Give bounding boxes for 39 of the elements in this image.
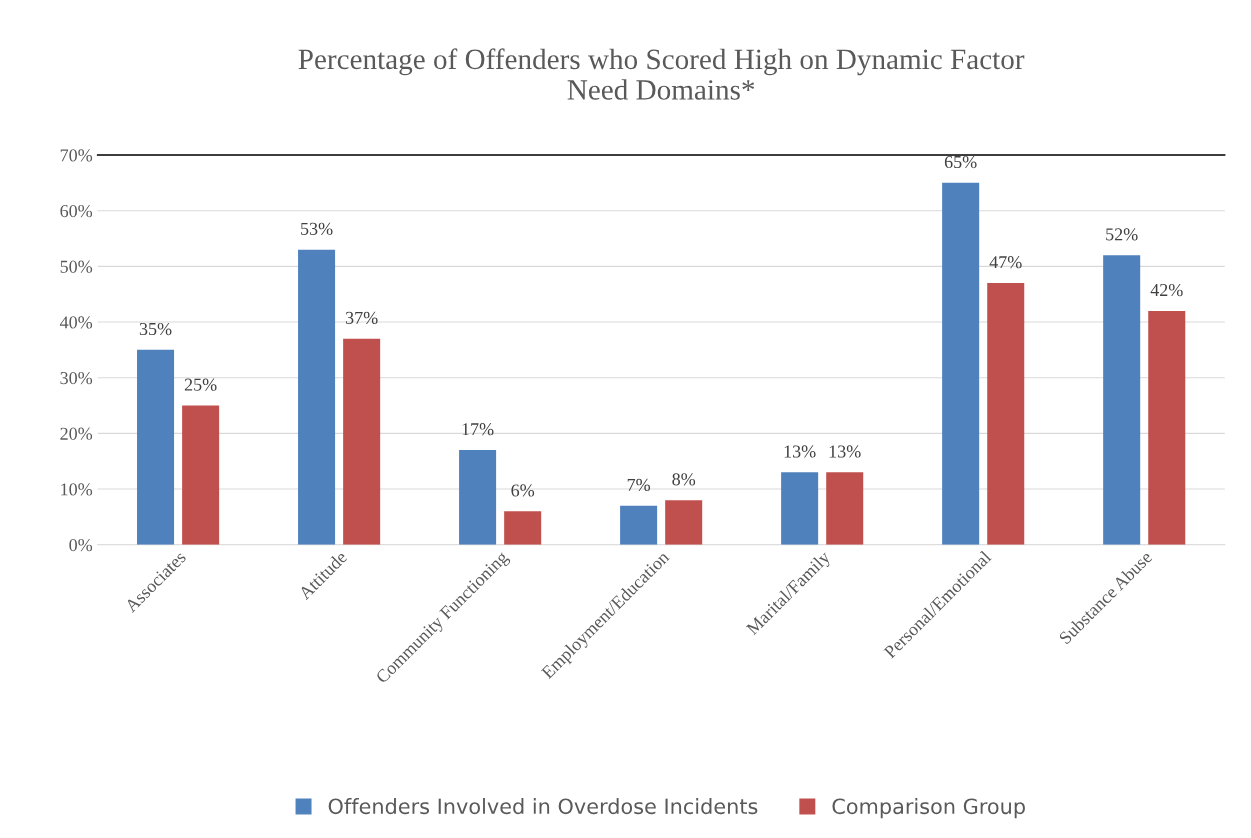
data-label: 35%	[139, 322, 172, 336]
data-label: 65%	[944, 155, 977, 169]
data-label: 42%	[1150, 283, 1183, 297]
y-tick-label: 0%	[69, 538, 93, 552]
y-tick-label: 50%	[60, 260, 93, 273]
y-tick-label: 70%	[60, 149, 93, 162]
y-tick-label: 20%	[60, 427, 93, 440]
bar	[1103, 255, 1141, 545]
bar	[298, 249, 336, 545]
bar	[504, 511, 542, 545]
bar	[942, 182, 980, 545]
bar	[826, 472, 864, 545]
bar	[987, 283, 1025, 545]
data-label: 17%	[462, 423, 494, 436]
data-label: 13%	[829, 445, 861, 458]
chart-title: Percentage of Offenders who Scored High on Dynamic Factor Need Domains*	[298, 48, 1025, 100]
bar	[343, 338, 381, 545]
bar	[459, 450, 497, 545]
y-tick-label: 40%	[59, 316, 93, 329]
bar	[182, 405, 220, 545]
data-label: 37%	[345, 311, 378, 325]
y-tick-label: 60%	[60, 204, 93, 218]
legend-label: Offenders Involved in Overdose Incidents	[328, 798, 758, 815]
data-label: 13%	[784, 445, 816, 458]
data-label: 52%	[1106, 228, 1138, 241]
data-label: 6%	[511, 484, 535, 497]
bar	[781, 472, 819, 545]
data-label: 7%	[627, 478, 651, 492]
data-label: 8%	[672, 473, 696, 486]
bar	[1148, 310, 1186, 545]
bar	[665, 500, 703, 545]
y-tick-label: 10%	[61, 483, 93, 496]
data-label: 25%	[184, 378, 217, 391]
data-label: 47%	[989, 256, 1022, 269]
data-label: 53%	[301, 222, 333, 235]
bar	[620, 505, 658, 545]
y-tick-label: 30%	[60, 371, 93, 385]
bar	[137, 349, 175, 545]
legend-label: Comparison Group	[832, 798, 1025, 819]
